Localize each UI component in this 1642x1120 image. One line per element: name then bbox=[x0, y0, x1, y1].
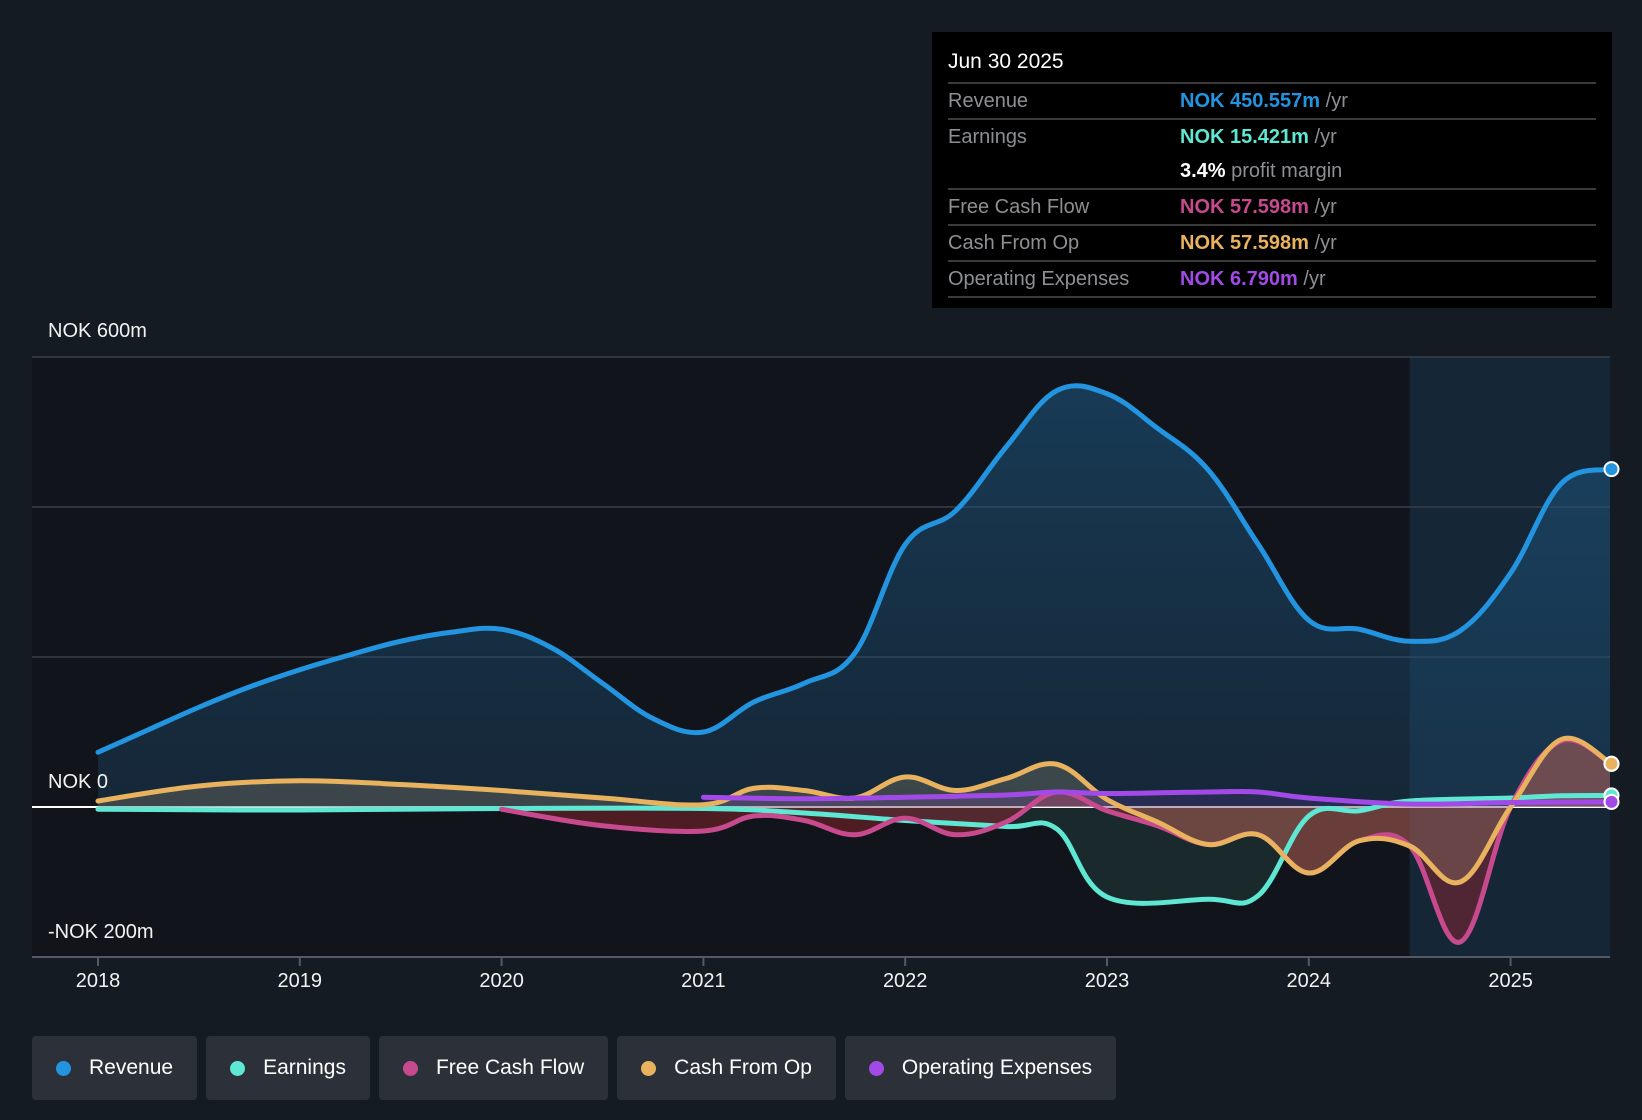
tooltip-row-label: Earnings bbox=[948, 126, 1027, 148]
cash-from-op-end-point[interactable] bbox=[1603, 755, 1620, 772]
legend-item-free-cash-flow[interactable]: Free Cash Flow bbox=[378, 1036, 609, 1100]
x-tick-label: 2022 bbox=[882, 970, 928, 992]
legend-item-cash-from-op[interactable]: Cash From Op bbox=[617, 1036, 836, 1100]
x-tick-label: 2021 bbox=[681, 970, 726, 992]
x-tick-label: 2023 bbox=[1084, 970, 1130, 992]
y-axis-label-bottom: -NOK 200m bbox=[48, 921, 154, 943]
tooltip-row-value: NOK 57.598m /yr bbox=[1180, 232, 1337, 254]
x-tick-label: 2019 bbox=[277, 970, 323, 992]
legend-item-operating-expenses[interactable]: Operating Expenses bbox=[844, 1036, 1117, 1100]
legend-label: Cash From Op bbox=[674, 1056, 812, 1079]
tooltip-row-label bbox=[948, 154, 1180, 188]
x-tick-label: 2024 bbox=[1286, 970, 1332, 992]
x-tick-label: 2025 bbox=[1488, 970, 1533, 992]
tooltip-row-value: NOK 450.557m /yr bbox=[1180, 90, 1348, 112]
legend-item-revenue[interactable]: Revenue bbox=[32, 1036, 198, 1100]
tooltip-row: Operating Expenses NOK 6.790m /yr bbox=[948, 262, 1596, 298]
tooltip-row-label: Revenue bbox=[948, 90, 1029, 112]
legend-label: Earnings bbox=[263, 1056, 346, 1079]
operating-expenses-end-point[interactable] bbox=[1603, 793, 1620, 810]
tooltip-row-value: NOK 57.598m /yr bbox=[1180, 196, 1337, 218]
tooltip-row-value: NOK 15.421m /yr bbox=[1180, 126, 1337, 148]
tooltip-row-label: Free Cash Flow bbox=[948, 196, 1090, 218]
legend-dot-icon bbox=[641, 1060, 657, 1076]
revenue-line bbox=[95, 383, 1610, 755]
tooltip-row-value: NOK 6.790m /yr bbox=[1180, 268, 1326, 290]
legend-dot-icon bbox=[868, 1060, 884, 1076]
y-axis-label-zero: NOK 0 bbox=[48, 771, 109, 793]
x-tick-label: 2018 bbox=[75, 970, 121, 992]
legend-label: Revenue bbox=[89, 1056, 174, 1079]
cash-from-op-area bbox=[98, 738, 1610, 883]
tooltip-row-value: 3.4% profit margin bbox=[1180, 160, 1343, 182]
legend: Revenue Earnings Free Cash Flow Cash From O… bbox=[32, 1036, 1117, 1100]
tooltip-row-label: Cash From Op bbox=[948, 232, 1080, 254]
tooltip-date: Jun 30 2025 bbox=[948, 32, 1596, 84]
tooltip-row: Earnings NOK 15.421m /yr bbox=[948, 120, 1596, 154]
operating-expenses-line bbox=[700, 788, 1610, 807]
legend-label: Free Cash Flow bbox=[435, 1056, 585, 1079]
tooltip-row: 3.4% profit margin bbox=[948, 154, 1596, 190]
revenue-area bbox=[98, 385, 1610, 807]
chart-canvas bbox=[32, 356, 1620, 966]
tooltip-row: Revenue NOK 450.557m /yr bbox=[948, 84, 1596, 120]
revenue-end-point[interactable] bbox=[1603, 461, 1620, 478]
cash-from-op-line bbox=[95, 735, 1610, 886]
legend-item-earnings[interactable]: Earnings bbox=[206, 1036, 370, 1100]
earnings-area bbox=[98, 795, 1610, 904]
legend-dot-icon bbox=[230, 1060, 246, 1076]
tooltip-row-label: Operating Expenses bbox=[948, 268, 1130, 290]
legend-label: Operating Expenses bbox=[901, 1056, 1093, 1079]
tooltip-panel: Jun 30 2025 Revenue NOK 450.557m /yr Earni… bbox=[932, 32, 1612, 308]
y-axis-label-top: NOK 600m bbox=[48, 320, 147, 342]
x-tick-label: 2020 bbox=[479, 970, 524, 992]
legend-dot-icon bbox=[56, 1060, 71, 1076]
tooltip-row: Free Cash Flow NOK 57.598m /yr bbox=[948, 190, 1596, 226]
legend-dot-icon bbox=[402, 1060, 418, 1076]
tooltip-row: Cash From Op NOK 57.598m /yr bbox=[948, 226, 1596, 262]
free-cash-flow-line bbox=[499, 737, 1610, 945]
